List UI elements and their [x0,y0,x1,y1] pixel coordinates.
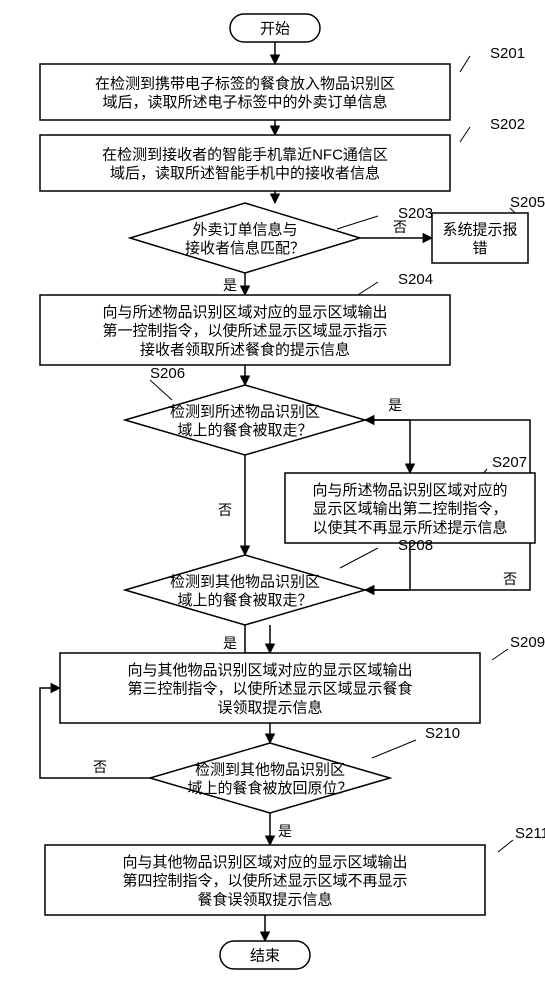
svg-text:是: 是 [223,635,237,651]
svg-text:S205: S205 [510,194,545,211]
svg-text:外卖订单信息与接收者信息匹配？: 外卖订单信息与接收者信息匹配？ [185,221,305,257]
svg-text:检测到其他物品识别区域上的餐食被放回原位？: 检测到其他物品识别区域上的餐食被放回原位？ [187,761,352,797]
svg-text:是: 是 [278,823,292,839]
flowchart-canvas: 否是是否否是否是开始在检测到携带电子标签的餐食放入物品识别区域后，读取所述电子标… [0,0,545,1000]
svg-text:S209: S209 [510,634,545,651]
svg-text:S202: S202 [490,116,525,133]
svg-text:S207: S207 [492,454,527,471]
svg-text:开始: 开始 [260,21,290,38]
svg-text:结束: 结束 [250,948,280,965]
svg-text:检测到其他物品识别区域上的餐食被取走？: 检测到其他物品识别区域上的餐食被取走？ [170,573,320,609]
svg-text:向与所述物品识别区域对应的显示区域输出第二控制指令，以使其不: 向与所述物品识别区域对应的显示区域输出第二控制指令，以使其不再显示所述提示信息 [312,481,507,537]
svg-text:S204: S204 [398,271,433,288]
svg-text:是: 是 [388,397,402,413]
svg-text:S208: S208 [398,537,433,554]
svg-text:是: 是 [223,277,237,293]
svg-text:S201: S201 [490,45,525,62]
svg-text:否: 否 [218,502,232,518]
svg-text:在检测到携带电子标签的餐食放入物品识别区域后，读取所述电子标: 在检测到携带电子标签的餐食放入物品识别区域后，读取所述电子标签中的外卖订单信息 [95,75,395,111]
svg-text:否: 否 [93,759,107,775]
svg-text:S206: S206 [150,365,185,382]
svg-text:S211: S211 [515,825,545,842]
svg-text:S210: S210 [425,725,460,742]
svg-text:S203: S203 [398,205,433,222]
svg-text:否: 否 [503,571,517,587]
svg-text:检测到所述物品识别区域上的餐食被取走？: 检测到所述物品识别区域上的餐食被取走？ [170,403,320,439]
svg-text:向与所述物品识别区域对应的显示区域输出第一控制指令，以使所述: 向与所述物品识别区域对应的显示区域输出第一控制指令，以使所述显示区域显示指示接收… [102,303,387,359]
